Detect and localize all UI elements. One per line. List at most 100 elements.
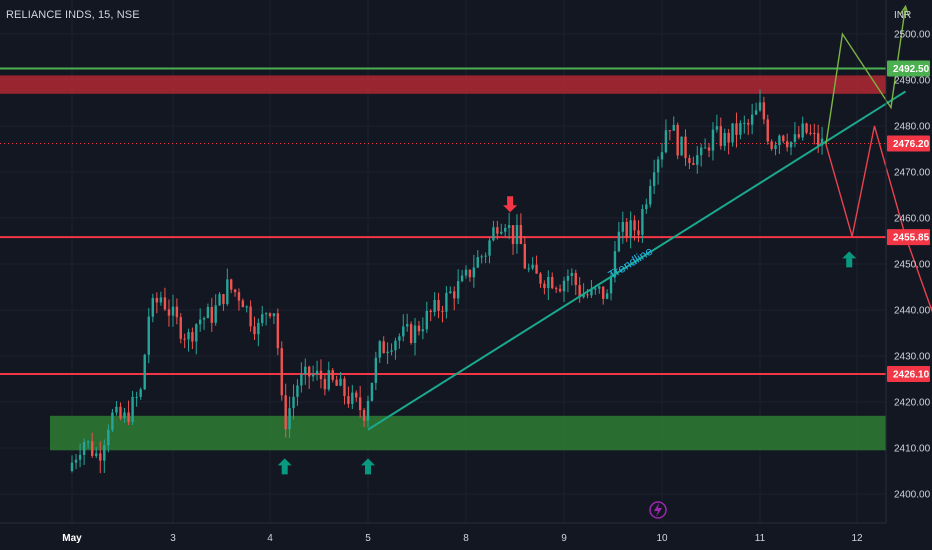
candle-body <box>147 316 150 355</box>
candle-body <box>515 225 519 245</box>
candle-body <box>143 354 146 390</box>
candle-body <box>214 305 217 323</box>
candle-body <box>602 286 605 299</box>
candle-body <box>660 152 664 160</box>
candle-body <box>308 366 311 377</box>
candle-body <box>183 338 186 340</box>
candle-body <box>641 209 644 235</box>
last-price-price-label: 2476.20 <box>893 139 930 150</box>
candle-body <box>288 408 291 430</box>
candle-body <box>785 141 789 148</box>
price-axis[interactable]: INR 2400.00 2410.00 2420.00 2430.00 2440.00 24… <box>885 0 931 523</box>
candle-body <box>707 147 711 151</box>
candle-body <box>558 288 562 292</box>
candle-body <box>343 378 346 397</box>
time-tick-label: May <box>62 533 82 544</box>
candle-body <box>789 142 793 148</box>
candle-body <box>637 230 640 235</box>
candle-body <box>304 366 307 375</box>
candle-body <box>135 396 138 398</box>
candle-body <box>417 325 421 332</box>
event-icon[interactable] <box>649 501 667 519</box>
price-tick-label: 2450.00 <box>894 260 931 271</box>
candle-body <box>574 272 577 286</box>
candle-body <box>107 429 110 446</box>
candle-body <box>257 322 260 335</box>
last-price-price-tag <box>887 135 930 152</box>
candle-body <box>323 379 327 390</box>
candle-body <box>78 454 82 460</box>
candle-body <box>351 392 354 404</box>
candle-body <box>445 292 448 312</box>
candle-body <box>817 133 820 146</box>
candle-body <box>115 406 118 413</box>
candle-body <box>226 279 229 304</box>
resistance-line-price-tag <box>887 60 930 77</box>
candle-body <box>441 310 444 312</box>
candle-body <box>437 299 440 311</box>
trendline-label: Trendline <box>606 244 656 282</box>
candle-body <box>179 317 182 339</box>
up-arrow-icon <box>361 458 375 475</box>
candle-body <box>754 110 758 115</box>
candles <box>70 89 824 474</box>
candle-body <box>468 269 472 278</box>
levels <box>0 67 886 375</box>
candle-body <box>355 392 358 398</box>
candle-body <box>793 134 797 143</box>
candle-body <box>562 280 566 292</box>
candle-body <box>195 324 198 342</box>
candle-body <box>456 281 460 299</box>
candle-body <box>339 378 342 386</box>
candle-body <box>327 370 330 390</box>
candle-body <box>210 307 213 323</box>
candle-body <box>605 293 609 299</box>
candle-body <box>820 138 824 146</box>
candle-body <box>319 370 323 380</box>
candle-body <box>155 297 159 303</box>
up-arrow-icon <box>842 251 857 268</box>
price-tick-label: 2440.00 <box>894 306 931 317</box>
candle-body <box>198 319 202 325</box>
candle-body <box>711 129 715 151</box>
candle-body <box>692 162 695 165</box>
candle-body <box>578 285 581 298</box>
candle-body <box>652 172 656 187</box>
candle-body <box>727 132 730 143</box>
candle-body <box>511 225 515 245</box>
candle-body <box>797 134 800 138</box>
candle-body <box>127 412 130 422</box>
price-tick-label: 2430.00 <box>894 352 931 363</box>
candle-body <box>700 147 703 156</box>
candle-body <box>778 135 781 146</box>
candle-body <box>311 374 315 377</box>
candle-body <box>409 324 413 343</box>
supply-zone <box>0 75 886 94</box>
candle-body <box>739 123 742 135</box>
candle-body <box>264 313 268 315</box>
candle-body <box>425 310 428 330</box>
candle-body <box>762 102 766 120</box>
candle-body <box>374 357 378 383</box>
price-tick-label: 2460.00 <box>894 214 931 225</box>
time-axis[interactable]: May 3 4 5 8 9 10 11 12 <box>0 522 886 544</box>
candle-body <box>70 462 74 471</box>
candle-body <box>453 291 456 299</box>
candle-body <box>590 288 593 296</box>
candle-body <box>249 306 252 327</box>
candle-body <box>547 277 550 288</box>
candle-body <box>421 329 425 332</box>
candle-body <box>86 441 90 443</box>
candle-body <box>758 102 762 111</box>
candle-body <box>774 145 777 149</box>
candle-body <box>672 124 675 131</box>
candle-body <box>191 332 194 342</box>
candle-body <box>723 132 726 146</box>
candle-body <box>406 324 409 327</box>
candle-body <box>82 442 86 455</box>
candle-body <box>233 289 237 293</box>
candle-body <box>594 288 597 290</box>
candle-body <box>484 255 487 257</box>
candle-body <box>429 310 432 313</box>
